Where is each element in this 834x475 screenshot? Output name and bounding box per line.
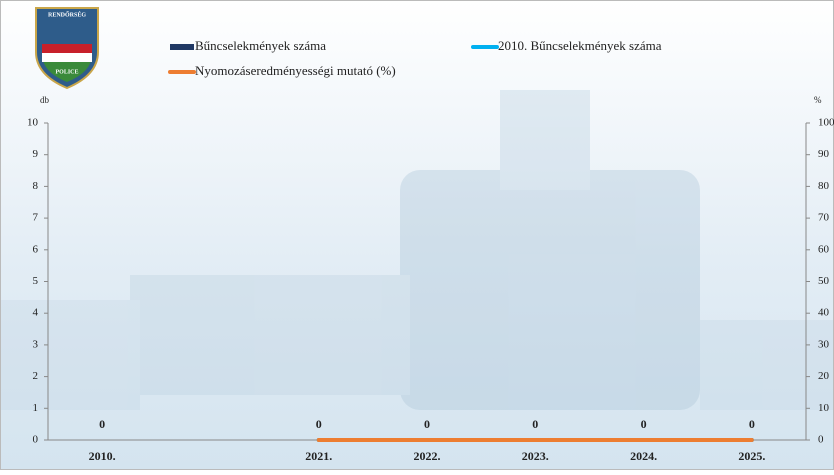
y-tick-label: 8: [33, 180, 39, 192]
y-tick-label: 9: [33, 148, 39, 160]
y-axis-title: db: [40, 95, 50, 105]
x-tick-label: 2024.: [630, 449, 657, 463]
logo-top: RENDŐRSÉG: [48, 10, 86, 18]
x-tick-label: 2025.: [738, 449, 765, 463]
y-tick-label: 5: [33, 275, 39, 287]
y2-tick-label: 100: [818, 117, 834, 129]
y2-tick-label: 90: [818, 148, 830, 160]
chart: RENDŐRSÉG POLICE db % 012345678910010203…: [0, 0, 834, 470]
y2-tick-label: 20: [818, 370, 830, 382]
y2-tick-label: 0: [818, 434, 824, 446]
y2-tick-label: 50: [818, 275, 830, 287]
y2-tick-label: 40: [818, 307, 830, 319]
data-label: 0: [316, 417, 322, 431]
y-tick-label: 6: [33, 243, 39, 255]
y-tick-label: 3: [33, 338, 39, 350]
y-tick-label: 2: [33, 370, 39, 382]
data-label: 0: [532, 417, 538, 431]
data-label: 0: [641, 417, 647, 431]
y2-tick-label: 30: [818, 338, 830, 350]
x-tick-label: 2010.: [89, 449, 116, 463]
legend-label: Nyomozáseredményességi mutató (%): [195, 63, 396, 78]
y2-tick-label: 70: [818, 212, 830, 224]
data-label: 0: [749, 417, 755, 431]
y2-tick-label: 80: [818, 180, 830, 192]
y-tick-label: 10: [27, 117, 39, 129]
legend-swatch: [170, 44, 194, 50]
y-tick-label: 1: [33, 402, 39, 414]
y-tick-label: 7: [33, 212, 39, 224]
data-label: 0: [99, 417, 105, 431]
logo-bottom: POLICE: [55, 69, 78, 75]
x-tick-label: 2022.: [414, 449, 441, 463]
page: {"logo": {"top": "RENDŐRSÉG", "bottom": …: [0, 0, 834, 470]
x-tick-label: 2021.: [305, 449, 332, 463]
y2-tick-label: 60: [818, 243, 830, 255]
y2-axis-title: %: [814, 95, 822, 105]
x-tick-label: 2023.: [522, 449, 549, 463]
legend-label: Bűncselekmények száma: [195, 38, 326, 53]
y-tick-label: 0: [33, 434, 39, 446]
data-label: 0: [424, 417, 430, 431]
y2-tick-label: 10: [818, 402, 830, 414]
legend-label: 2010. Bűncselekmények száma: [498, 38, 662, 53]
y-tick-label: 4: [33, 307, 39, 319]
